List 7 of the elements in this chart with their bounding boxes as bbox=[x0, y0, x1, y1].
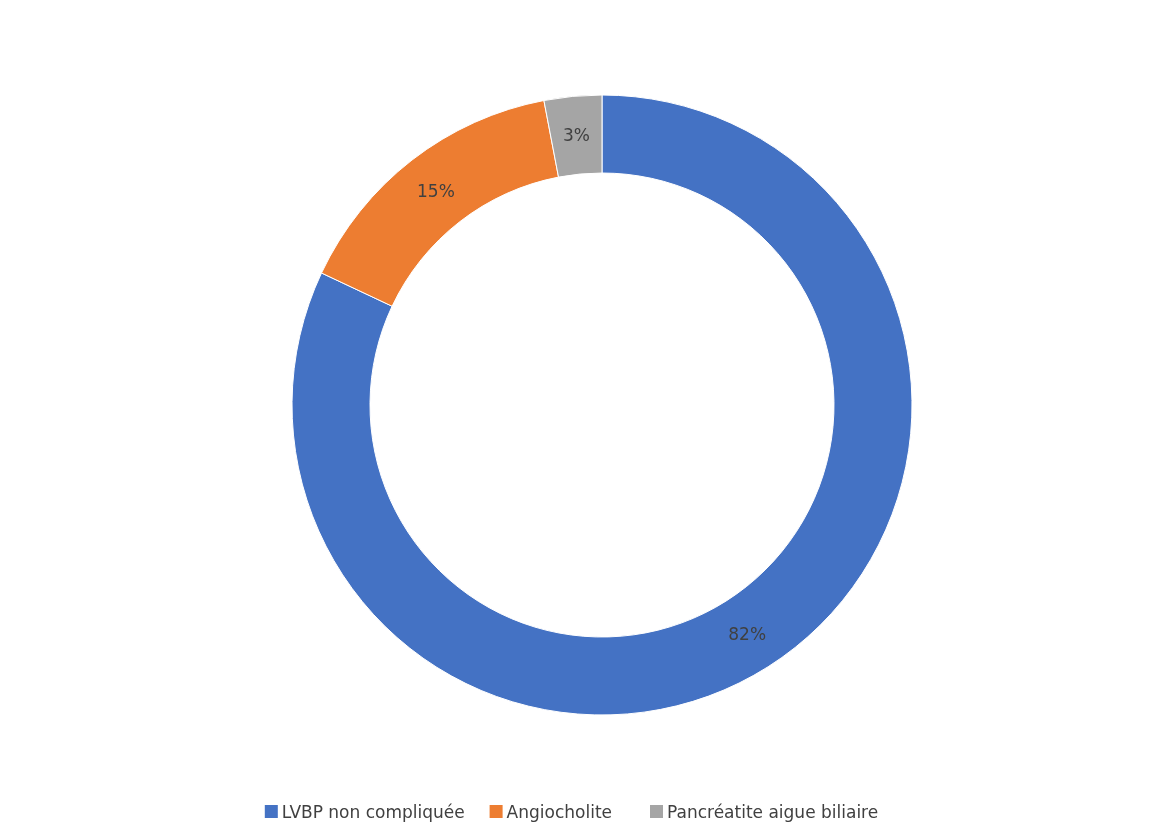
donut-slice bbox=[291, 94, 913, 716]
legend-label: Angiocholite bbox=[506, 801, 613, 822]
data-label: 15% bbox=[417, 180, 455, 201]
data-label: 82% bbox=[728, 623, 767, 644]
legend-label: LVBP non compliquée bbox=[281, 801, 465, 822]
data-label: 3% bbox=[563, 125, 590, 146]
legend-label: Pancréatite aigue biliaire bbox=[667, 801, 879, 822]
